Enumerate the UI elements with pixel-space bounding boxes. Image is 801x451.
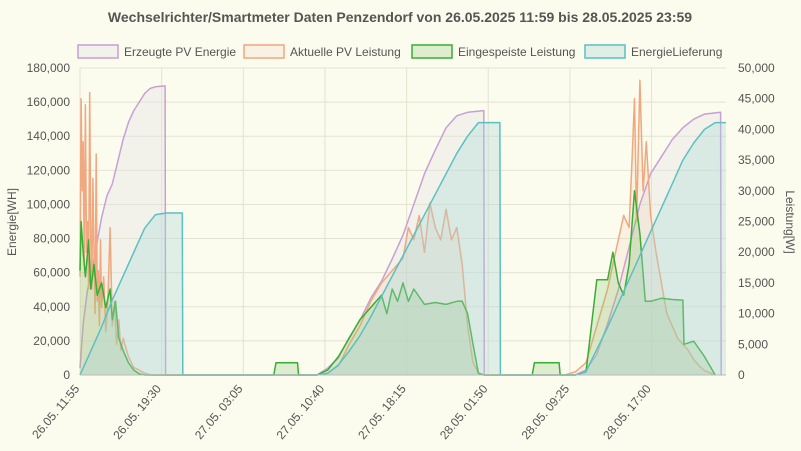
x-tick-label: 27.05. 10:40 [274, 382, 328, 442]
y-right-tick-label: 25,000 [738, 215, 775, 229]
y-left-tick-label: 160,000 [27, 95, 71, 109]
legend-label: Aktuelle PV Leistung [290, 45, 401, 59]
y-right-tick-label: 35,000 [738, 153, 775, 167]
y-right-tick-label: 5,000 [738, 337, 768, 351]
y-right-tick-label: 45,000 [738, 92, 775, 106]
series-line-eingespeiste-leistung [79, 190, 716, 376]
series-area-eingespeiste-leistung [80, 190, 716, 375]
legend-item[interactable]: Eingespeiste Leistung [411, 44, 575, 59]
y-left-tick-label: 20,000 [33, 334, 70, 348]
x-tick-label: 28.05. 09:25 [519, 382, 573, 442]
chart-title: Wechselrichter/Smartmeter Daten Penzendo… [108, 9, 692, 25]
y-left-tick-label: 0 [63, 368, 70, 382]
y-right-tick-label: 30,000 [738, 184, 775, 198]
y-axis-right-label: Leistung[W] [783, 190, 797, 253]
legend-item[interactable]: Aktuelle PV Leistung [243, 44, 401, 59]
x-tick-label: 27.05. 03:05 [192, 382, 246, 442]
y-right-tick-label: 40,000 [738, 122, 775, 136]
legend-swatch [77, 44, 119, 59]
legend-swatch [243, 44, 285, 59]
y-left-tick-label: 180,000 [27, 61, 71, 75]
y-left-tick-label: 120,000 [27, 163, 71, 177]
y-right-tick-label: 15,000 [738, 276, 775, 290]
x-tick-label: 28.05. 01:50 [437, 382, 491, 442]
x-tick-label: 26.05. 19:30 [110, 382, 164, 442]
y-right-tick-label: 10,000 [738, 307, 775, 321]
y-left-tick-label: 80,000 [33, 232, 70, 246]
y-left-tick-label: 100,000 [27, 197, 71, 211]
x-tick-label: 27.05. 18:15 [355, 382, 409, 442]
legend-label: Eingespeiste Leistung [458, 45, 575, 59]
legend-item[interactable]: Erzeugte PV Energie [77, 44, 236, 59]
y-right-tick-label: 20,000 [738, 245, 775, 259]
series-area-erzeugte-pv-energie [80, 85, 722, 376]
legend-swatch [584, 44, 626, 59]
series-line-erzeugte-pv-energie [79, 85, 722, 376]
y-left-tick-label: 60,000 [33, 266, 70, 280]
series-area-energielieferung [80, 122, 726, 375]
x-tick-label: 26.05. 11:55 [29, 382, 82, 442]
series-layer [79, 79, 726, 376]
y-left-tick-label: 40,000 [33, 300, 70, 314]
series-area-aktuelle-pv-leistung [80, 80, 716, 376]
y-axis-left-label: Energie[WH] [5, 188, 19, 256]
legend-label: Erzeugte PV Energie [124, 45, 236, 59]
legend-item[interactable]: EnergieLieferung [584, 44, 722, 59]
legend[interactable]: Erzeugte PV Energie Aktuelle PV Leistung E… [77, 44, 722, 59]
x-tick-label: 28.05. 17:00 [600, 382, 654, 442]
series-line-aktuelle-pv-leistung [79, 79, 716, 376]
y-right-tick-label: 0 [738, 368, 745, 382]
legend-swatch [411, 44, 453, 59]
legend-label: EnergieLieferung [631, 45, 722, 59]
series-line-energielieferung [79, 121, 726, 376]
y-right-tick-label: 50,000 [738, 61, 775, 75]
y-left-tick-label: 140,000 [27, 129, 71, 143]
